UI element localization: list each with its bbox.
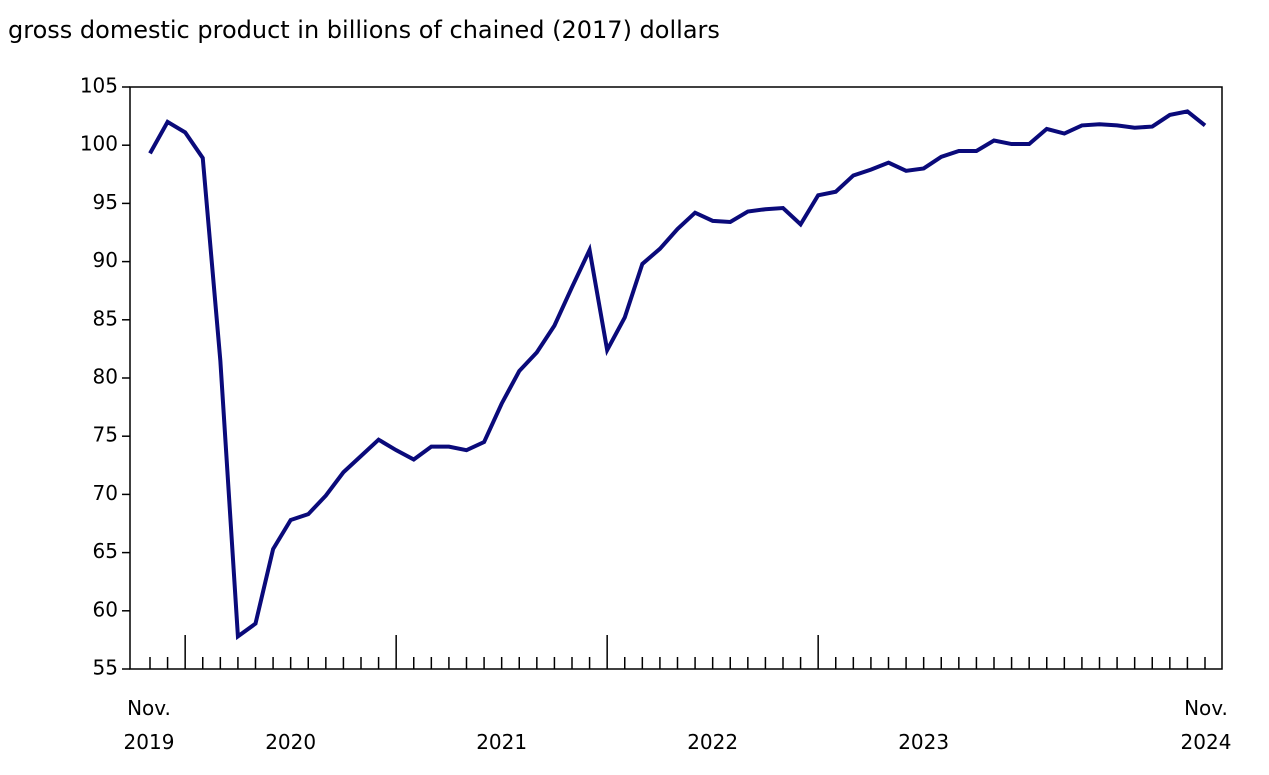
x-tick-label: Nov. 2019 — [123, 696, 175, 754]
y-tick-label: 65 — [93, 539, 118, 563]
y-tick-label: 60 — [93, 597, 118, 621]
y-tick-label: 85 — [93, 306, 118, 330]
y-tick-label: 55 — [93, 656, 118, 680]
y-tick-label: 105 — [80, 74, 118, 98]
y-tick-label: 100 — [80, 132, 118, 156]
y-tick-label: 90 — [93, 248, 118, 272]
x-tick-label: 2023 — [898, 730, 950, 754]
chart-title: gross domestic product in billions of ch… — [8, 16, 720, 44]
line-series — [148, 109, 1207, 641]
plot-frame — [129, 86, 1223, 670]
y-tick-label: 95 — [93, 190, 118, 214]
y-tick-label: 80 — [93, 365, 118, 389]
x-tick-label: 2022 — [687, 730, 739, 754]
x-tick-label: 2021 — [476, 730, 528, 754]
x-tick-label: 2020 — [265, 730, 317, 754]
y-tick-label: 70 — [93, 481, 118, 505]
x-tick-label: Nov. 2024 — [1180, 696, 1232, 754]
y-tick-label: 75 — [93, 423, 118, 447]
